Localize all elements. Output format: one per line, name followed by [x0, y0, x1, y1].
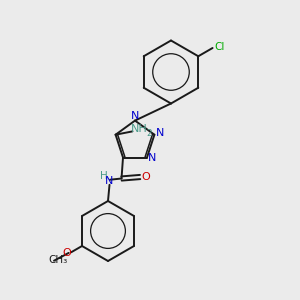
- Text: N: N: [105, 176, 114, 186]
- Text: 2: 2: [147, 129, 152, 138]
- Text: CH₃: CH₃: [48, 255, 68, 265]
- Text: H: H: [100, 171, 108, 181]
- Text: N: N: [156, 128, 164, 138]
- Text: Cl: Cl: [214, 42, 224, 52]
- Text: O: O: [141, 172, 150, 182]
- Text: N: N: [131, 111, 139, 122]
- Text: N: N: [148, 153, 156, 164]
- Text: NH: NH: [131, 124, 148, 134]
- Text: O: O: [62, 248, 71, 258]
